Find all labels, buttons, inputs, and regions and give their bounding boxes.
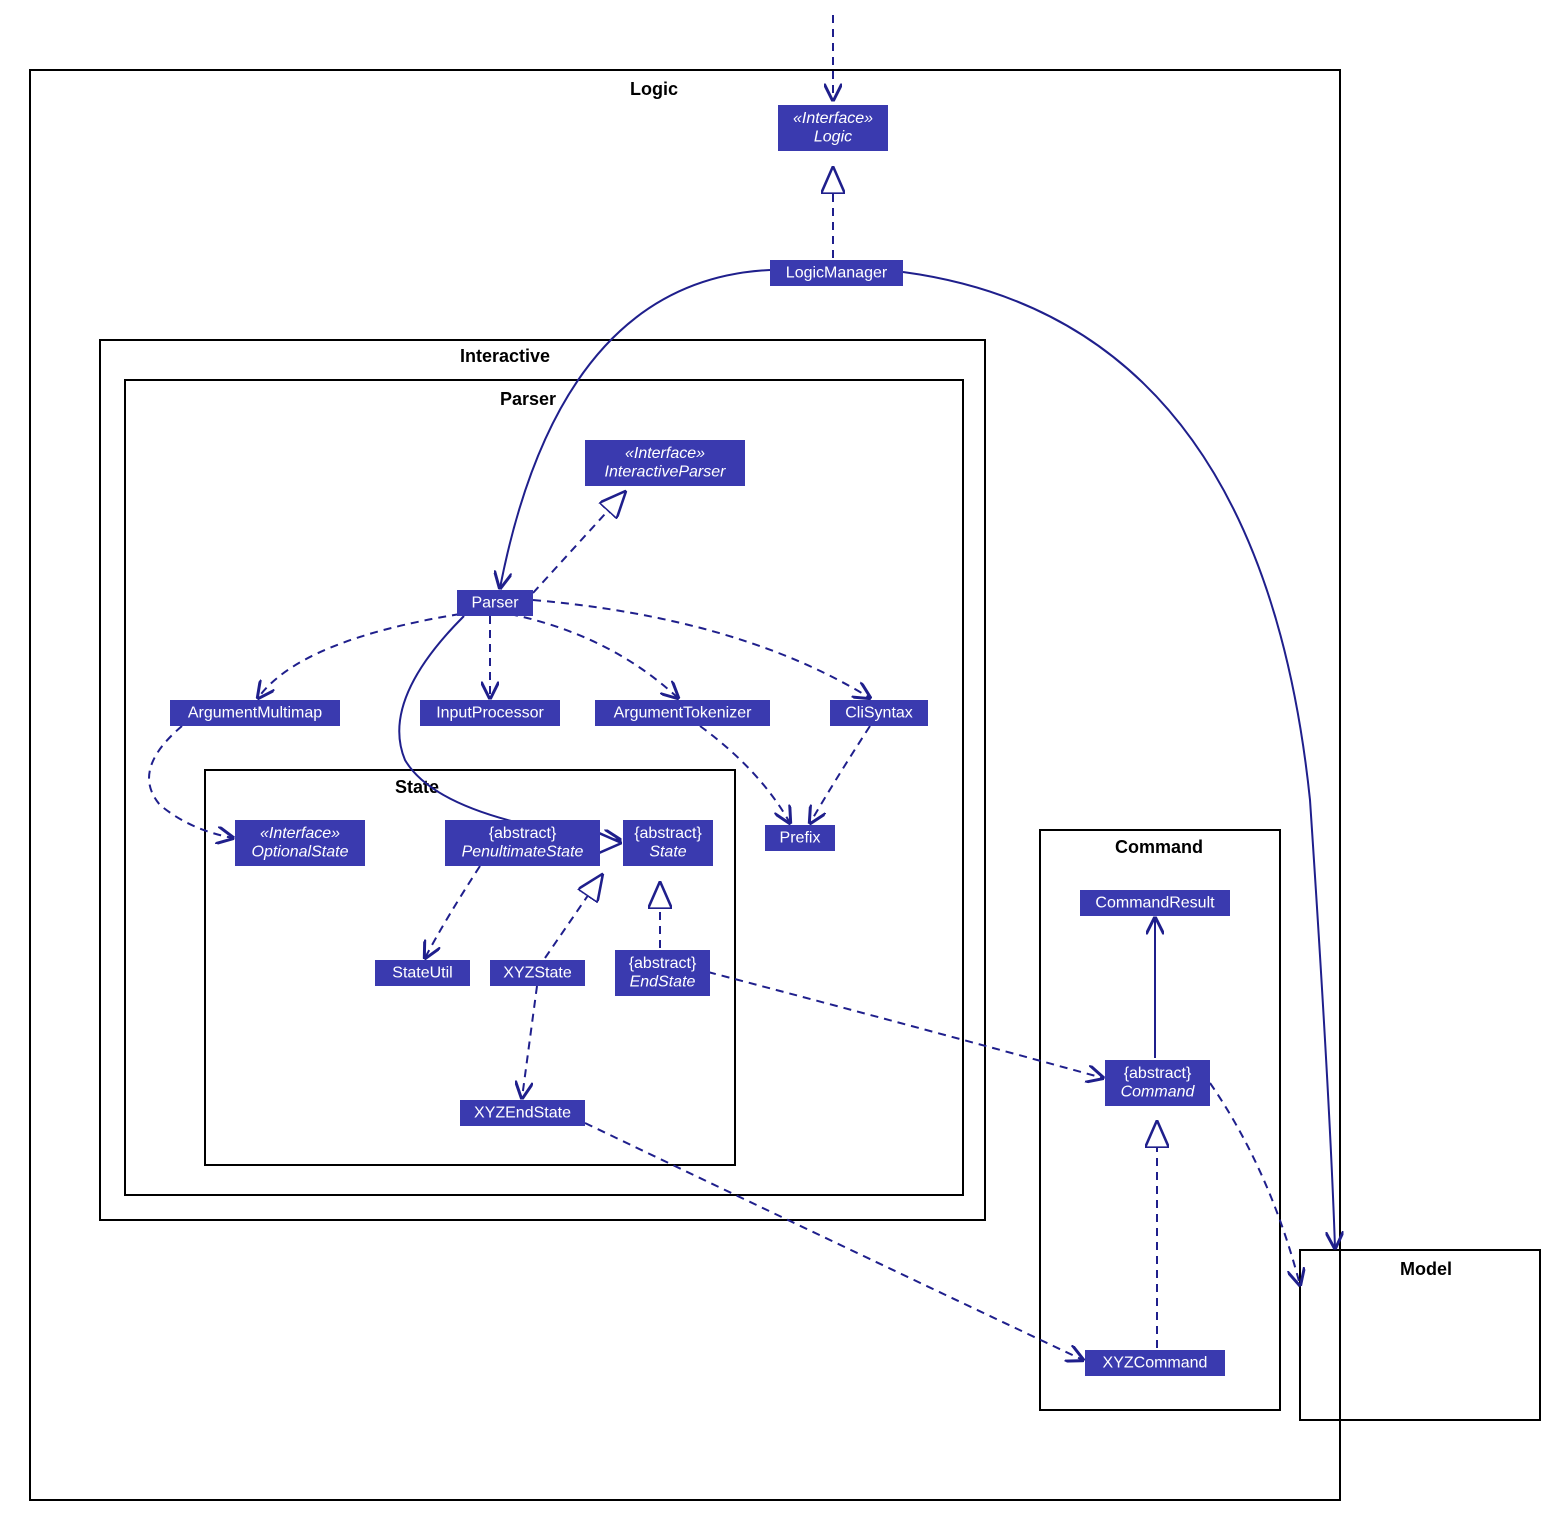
node-state-label2: State — [649, 844, 686, 861]
node-command-label1: {abstract} — [1124, 1065, 1192, 1082]
edge-17 — [708, 972, 1103, 1078]
node-logic_manager: LogicManager — [770, 260, 903, 286]
node-penult_state-label2: PenultimateState — [462, 844, 584, 861]
package-label-logic: Logic — [630, 79, 678, 99]
node-end_state-label1: {abstract} — [629, 955, 697, 972]
node-xyz_end_state: XYZEndState — [460, 1100, 585, 1126]
node-iface_optstate-label2: OptionalState — [252, 844, 349, 861]
edge-16 — [522, 986, 537, 1098]
node-parser: Parser — [457, 590, 533, 616]
package-interactive — [100, 340, 985, 1220]
node-end_state-label2: EndState — [630, 974, 696, 991]
edge-11 — [810, 726, 870, 823]
edge-6 — [510, 614, 678, 698]
node-iface_logic: «Interface» Logic — [778, 105, 888, 151]
node-penult_state-label1: {abstract} — [489, 825, 557, 842]
edge-7 — [533, 600, 870, 698]
node-cli_syntax: CliSyntax — [830, 700, 928, 726]
edge-18 — [585, 1123, 1083, 1360]
node-arg_tokenizer-label1: ArgumentTokenizer — [614, 704, 753, 721]
node-iface_iparser-label2: InteractiveParser — [605, 464, 727, 481]
edge-10 — [700, 726, 790, 823]
node-xyz_state: XYZState — [490, 960, 585, 986]
node-cmd_result-label1: CommandResult — [1095, 894, 1215, 911]
package-label-model: Model — [1400, 1259, 1452, 1279]
package-label-command: Command — [1115, 837, 1203, 857]
package-label-parser: Parser — [500, 389, 556, 409]
node-input_proc: InputProcessor — [420, 700, 560, 726]
node-xyz_end_state-label1: XYZEndState — [474, 1104, 571, 1121]
package-parser — [125, 380, 963, 1195]
node-xyz_command: XYZCommand — [1085, 1350, 1225, 1376]
node-state-label1: {abstract} — [634, 825, 702, 842]
edge-3 — [533, 492, 625, 593]
node-arg_multimap: ArgumentMultimap — [170, 700, 340, 726]
node-arg_multimap-label1: ArgumentMultimap — [188, 704, 322, 721]
node-input_proc-label1: InputProcessor — [436, 704, 544, 721]
edge-2 — [500, 270, 770, 588]
node-iface_logic-label1: «Interface» — [793, 110, 873, 127]
package-label-interactive: Interactive — [460, 346, 550, 366]
node-command-label2: Command — [1121, 1084, 1196, 1101]
node-iface_iparser-label1: «Interface» — [625, 445, 705, 462]
node-iface_optstate-label1: «Interface» — [260, 825, 340, 842]
edge-13 — [425, 866, 480, 958]
node-parser-label1: Parser — [471, 594, 519, 611]
node-state_util-label1: StateUtil — [392, 964, 452, 981]
edge-8 — [399, 616, 620, 840]
node-prefix-label1: Prefix — [780, 829, 821, 846]
node-iface_optstate: «Interface» OptionalState — [235, 820, 365, 866]
node-iface_logic-label2: Logic — [814, 129, 852, 146]
package-logic — [30, 70, 1340, 1500]
edge-9 — [149, 726, 233, 838]
uml-diagram: LogicInteractiveParserStateCommandModel … — [0, 0, 1566, 1530]
node-xyz_state-label1: XYZState — [503, 964, 572, 981]
node-prefix: Prefix — [765, 825, 835, 851]
node-xyz_command-label1: XYZCommand — [1103, 1354, 1208, 1371]
node-end_state: {abstract} EndState — [615, 950, 710, 996]
node-cli_syntax-label1: CliSyntax — [845, 704, 913, 721]
node-state_util: StateUtil — [375, 960, 470, 986]
node-state: {abstract} State — [623, 820, 713, 866]
node-arg_tokenizer: ArgumentTokenizer — [595, 700, 770, 726]
node-logic_manager-label1: LogicManager — [786, 264, 888, 281]
node-iface_iparser: «Interface» InteractiveParser — [585, 440, 745, 486]
node-command: {abstract} Command — [1105, 1060, 1210, 1106]
node-cmd_result: CommandResult — [1080, 890, 1230, 916]
node-penult_state: {abstract} PenultimateState — [445, 820, 600, 866]
edge-21 — [1210, 1083, 1300, 1285]
edge-14 — [545, 875, 602, 958]
package-command — [1040, 830, 1280, 1410]
